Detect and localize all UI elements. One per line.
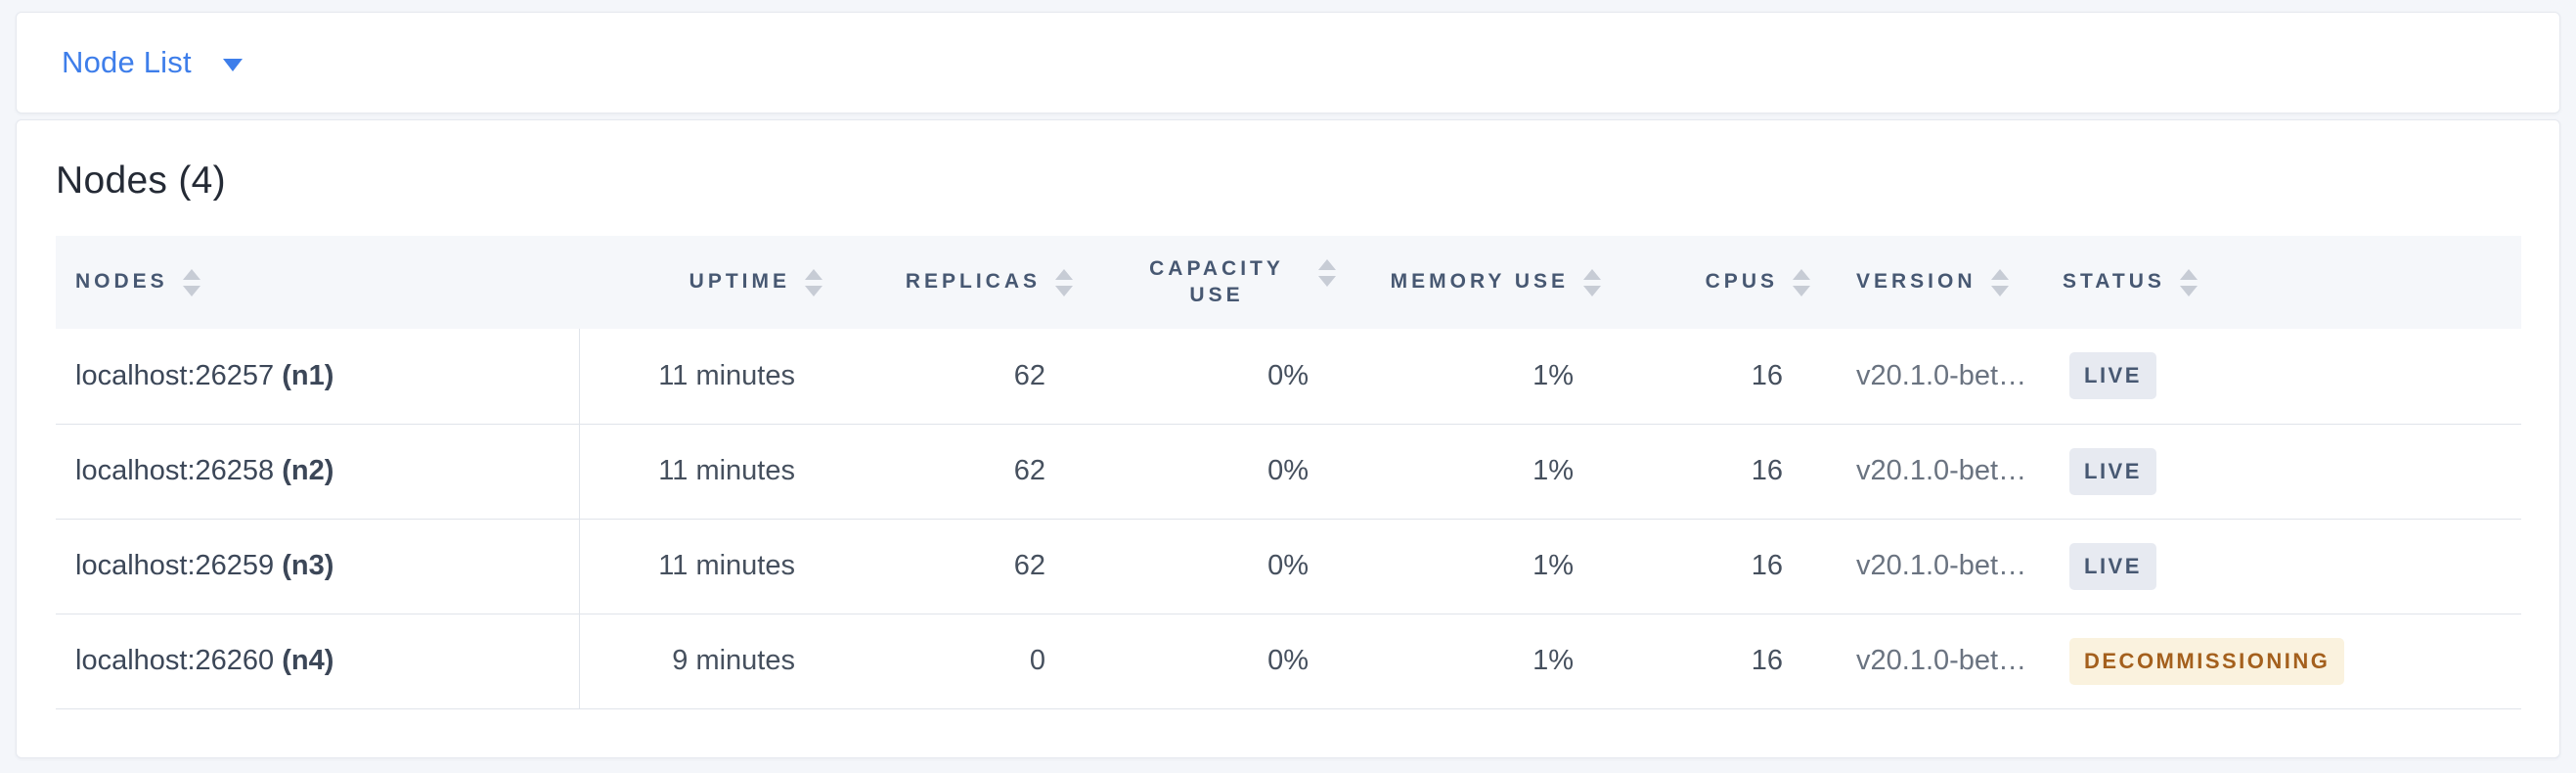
- sort-arrows-icon: [2179, 268, 2198, 296]
- cpus-cell: 16: [1607, 424, 1816, 520]
- column-label-replicas: REPLICAS: [905, 270, 1041, 294]
- column-header-nodes[interactable]: NODES: [56, 236, 579, 329]
- table-body: localhost:26257 (n1) 11 minutes 62 0% 1% 16 v2…: [56, 329, 2521, 709]
- node-address-cell: localhost:26257 (n1): [56, 329, 580, 425]
- column-label-status: STATUS: [2063, 270, 2165, 294]
- column-header-capacity-use[interactable]: CAPACITY USE: [1079, 236, 1342, 329]
- cpus-cell: 16: [1607, 329, 1816, 425]
- version-cell: v20.1.0-bet…: [1816, 424, 2063, 520]
- node-address: localhost:26258: [75, 455, 275, 486]
- version-cell: v20.1.0-bet…: [1816, 329, 2063, 425]
- caret-down-icon: [222, 58, 243, 71]
- uptime-cell: 11 minutes: [579, 329, 828, 425]
- capacity-use-cell: 0%: [1079, 329, 1342, 425]
- sort-arrows-icon: [1583, 268, 1601, 296]
- column-header-status[interactable]: STATUS: [2063, 236, 2521, 329]
- node-address: localhost:26257: [75, 359, 275, 391]
- status-cell: DECOMMISSIONING: [2063, 614, 2521, 709]
- column-label-cpus: CPUS: [1705, 270, 1778, 294]
- node-id: (n4): [282, 645, 334, 676]
- node-id: (n1): [282, 359, 334, 391]
- nodes-table: NODES UPTIME REPLICAS CAPACITY USE MEMORY US…: [56, 236, 2521, 709]
- capacity-use-cell: 0%: [1079, 424, 1342, 520]
- node-id: (n3): [282, 550, 334, 581]
- replicas-cell: 62: [828, 519, 1079, 614]
- sort-arrows-icon: [805, 268, 822, 296]
- sort-arrows-icon: [182, 268, 200, 296]
- node-list-dropdown[interactable]: Node List: [62, 45, 243, 80]
- column-label-uptime: UPTIME: [688, 270, 790, 294]
- status-cell: LIVE: [2063, 329, 2521, 425]
- status-badge: LIVE: [2069, 352, 2156, 400]
- table-row: localhost:26259 (n3) 11 minutes 62 0% 1% 16 v2…: [56, 519, 2521, 614]
- page-title: Nodes (4): [56, 159, 226, 202]
- replicas-cell: 62: [828, 424, 1079, 520]
- sort-arrows-icon: [1055, 268, 1073, 296]
- memory-use-cell: 1%: [1342, 329, 1607, 425]
- column-label-memory-use: MEMORY USE: [1390, 270, 1569, 294]
- status-badge: LIVE: [2069, 447, 2156, 495]
- memory-use-cell: 1%: [1342, 519, 1607, 614]
- column-label-version: VERSION: [1856, 270, 1976, 294]
- view-selector-bar: Node List: [16, 12, 2560, 114]
- sort-arrows-icon: [1318, 259, 1336, 287]
- status-cell: LIVE: [2063, 519, 2521, 614]
- node-list-dropdown-label: Node List: [62, 45, 192, 79]
- column-label-capacity-use: CAPACITY USE: [1149, 257, 1284, 306]
- status-cell: LIVE: [2063, 424, 2521, 520]
- cpus-cell: 16: [1607, 519, 1816, 614]
- column-header-replicas[interactable]: REPLICAS: [828, 236, 1079, 329]
- version-cell: v20.1.0-bet…: [1816, 614, 2063, 709]
- node-address-cell: localhost:26260 (n4): [56, 614, 580, 709]
- version-cell: v20.1.0-bet…: [1816, 519, 2063, 614]
- memory-use-cell: 1%: [1342, 424, 1607, 520]
- node-address-cell: localhost:26258 (n2): [56, 424, 580, 520]
- status-badge: DECOMMISSIONING: [2069, 637, 2345, 685]
- column-header-version[interactable]: VERSION: [1816, 236, 2063, 329]
- table-row: localhost:26260 (n4) 9 minutes 0 0% 1% 16 v20.…: [56, 614, 2521, 709]
- replicas-cell: 0: [828, 614, 1079, 709]
- node-address-cell: localhost:26259 (n3): [56, 519, 580, 614]
- column-label-nodes: NODES: [75, 270, 168, 294]
- sort-arrows-icon: [1793, 268, 1810, 296]
- table-header-row: NODES UPTIME REPLICAS CAPACITY USE MEMORY US…: [56, 236, 2521, 329]
- node-address: localhost:26260: [75, 645, 275, 676]
- sort-arrows-icon: [1990, 268, 2009, 296]
- column-header-uptime[interactable]: UPTIME: [579, 236, 828, 329]
- table-row: localhost:26257 (n1) 11 minutes 62 0% 1% 16 v2…: [56, 329, 2521, 425]
- table-row: localhost:26258 (n2) 11 minutes 62 0% 1% 16 v2…: [56, 424, 2521, 520]
- column-header-cpus[interactable]: CPUS: [1607, 236, 1816, 329]
- uptime-cell: 9 minutes: [579, 614, 828, 709]
- memory-use-cell: 1%: [1342, 614, 1607, 709]
- nodes-panel: Nodes (4) NODES UPTIME REPLICAS CAPACITY US…: [16, 119, 2560, 758]
- capacity-use-cell: 0%: [1079, 519, 1342, 614]
- node-address: localhost:26259: [75, 550, 275, 581]
- cpus-cell: 16: [1607, 614, 1816, 709]
- uptime-cell: 11 minutes: [579, 519, 828, 614]
- node-id: (n2): [282, 455, 334, 486]
- capacity-use-cell: 0%: [1079, 614, 1342, 709]
- uptime-cell: 11 minutes: [579, 424, 828, 520]
- column-header-memory-use[interactable]: MEMORY USE: [1342, 236, 1607, 329]
- replicas-cell: 62: [828, 329, 1079, 425]
- status-badge: LIVE: [2069, 542, 2156, 590]
